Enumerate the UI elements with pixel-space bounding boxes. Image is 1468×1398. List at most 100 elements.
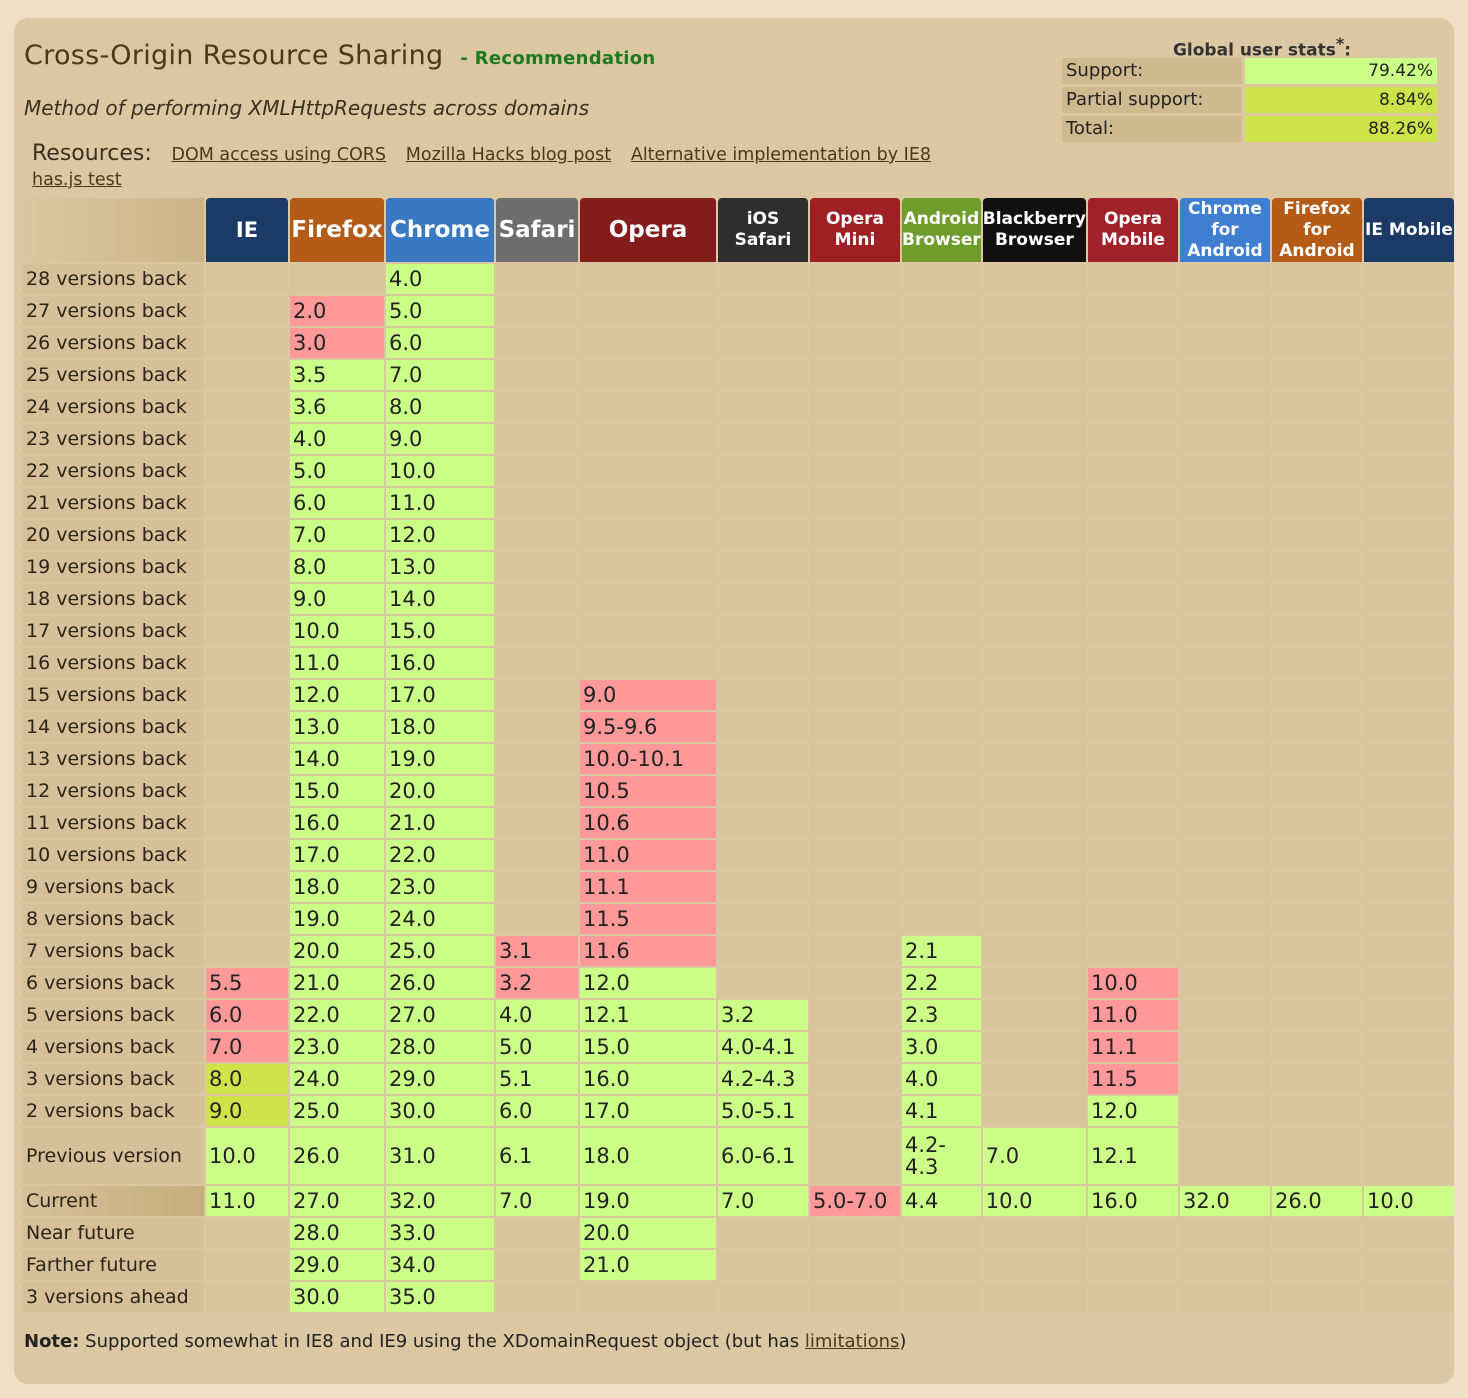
empty-cell (1179, 648, 1270, 678)
empty-cell (982, 744, 1086, 774)
empty-cell (982, 1218, 1086, 1248)
empty-cell (1363, 456, 1454, 486)
version-cell: 11.1 (1087, 1032, 1178, 1062)
empty-cell (982, 840, 1086, 870)
resource-link-mozilla-hacks[interactable]: Mozilla Hacks blog post (405, 145, 612, 165)
version-row-previous-version: Previous version 10.0 26.0 31.0 6.1 18.0 6.0-6… (22, 1128, 1454, 1184)
empty-cell (206, 808, 288, 838)
version-cell: 5.5 (206, 968, 288, 998)
empty-cell (496, 680, 578, 710)
version-row-2-versions-back: 2 versions back 9.0 25.0 30.0 6.0 17.0 5.0-5.1… (22, 1096, 1454, 1126)
empty-cell (718, 328, 808, 358)
version-cell: 4.2-4.3 (902, 1128, 981, 1184)
empty-cell (1271, 1000, 1362, 1030)
empty-cell (580, 616, 716, 646)
version-cell: 7.0 (718, 1186, 808, 1216)
empty-cell (580, 1282, 716, 1312)
empty-cell (1179, 392, 1270, 422)
empty-cell (1179, 328, 1270, 358)
empty-cell (982, 456, 1086, 486)
empty-cell (810, 680, 900, 710)
version-cell: 4.1 (902, 1096, 981, 1126)
browser-header-opera-mobile: Opera Mobile (1087, 198, 1178, 262)
empty-cell (718, 840, 808, 870)
empty-cell (902, 808, 981, 838)
browser-header-opera-mini: Opera Mini (810, 198, 900, 262)
version-cell: 5.1 (496, 1064, 578, 1094)
stats-heading: Global user stats*: (1086, 30, 1438, 61)
global-user-stats: Global user stats*: Support: 79.42% Partia… (1062, 30, 1438, 145)
empty-cell (718, 776, 808, 806)
empty-cell (902, 392, 981, 422)
version-row-9-versions-back: 9 versions back 18.0 23.0 11.1 (22, 872, 1454, 902)
empty-cell (580, 392, 716, 422)
empty-cell (1271, 680, 1362, 710)
empty-cell (206, 552, 288, 582)
version-cell: 28.0 (386, 1032, 494, 1062)
stat-label: Support: (1062, 58, 1242, 84)
empty-cell (1179, 840, 1270, 870)
version-cell: 22.0 (290, 1000, 384, 1030)
version-cell: 12.0 (580, 968, 716, 998)
empty-cell (1363, 1282, 1454, 1312)
empty-cell (1087, 840, 1178, 870)
version-cell: 20.0 (290, 936, 384, 966)
stats-heading-text: Global user stats (1172, 40, 1336, 61)
version-cell: 12.0 (386, 520, 494, 550)
version-cell: 7.0 (290, 520, 384, 550)
empty-cell (810, 1128, 900, 1184)
empty-cell (1271, 1064, 1362, 1094)
version-cell: 14.0 (386, 584, 494, 614)
version-row-13-versions-back: 13 versions back 14.0 19.0 10.0-10.1 (22, 744, 1454, 774)
resource-link-ie8-alternative[interactable]: Alternative implementation by IE8 (630, 145, 932, 165)
empty-cell (1271, 1128, 1362, 1184)
empty-cell (1271, 808, 1362, 838)
empty-cell (810, 776, 900, 806)
empty-cell (982, 424, 1086, 454)
version-cell: 7.0 (206, 1032, 288, 1062)
version-cell: 11.6 (580, 936, 716, 966)
empty-cell (810, 392, 900, 422)
empty-cell (580, 456, 716, 486)
resource-link-hasjs-test[interactable]: has.js test (32, 170, 122, 190)
empty-cell (496, 1282, 578, 1312)
empty-cell (810, 1032, 900, 1062)
row-label: 15 versions back (22, 680, 204, 710)
empty-cell (718, 680, 808, 710)
version-cell: 11.0 (206, 1186, 288, 1216)
version-cell: 24.0 (290, 1064, 384, 1094)
empty-cell (1363, 712, 1454, 742)
empty-cell (718, 712, 808, 742)
empty-cell (1363, 520, 1454, 550)
version-cell: 8.0 (386, 392, 494, 422)
resource-link-dom-cors[interactable]: DOM access using CORS (171, 145, 387, 165)
empty-cell (1363, 744, 1454, 774)
empty-cell (1363, 360, 1454, 390)
version-cell: 30.0 (290, 1282, 384, 1312)
empty-cell (1271, 264, 1362, 294)
version-cell: 10.5 (580, 776, 716, 806)
row-label: 27 versions back (22, 296, 204, 326)
version-cell: 3.2 (496, 968, 578, 998)
version-cell: 11.1 (580, 872, 716, 902)
empty-cell (902, 872, 981, 902)
empty-cell (982, 296, 1086, 326)
empty-cell (1363, 968, 1454, 998)
empty-cell (718, 296, 808, 326)
empty-cell (902, 264, 981, 294)
row-label: 3 versions back (22, 1064, 204, 1094)
empty-cell (902, 776, 981, 806)
version-row-3-versions-back: 3 versions back 8.0 24.0 29.0 5.1 16.0 4.2-4.3… (22, 1064, 1454, 1094)
browser-header-ie: IE (206, 198, 288, 262)
version-cell: 5.0 (386, 296, 494, 326)
version-cell: 9.0 (206, 1096, 288, 1126)
version-cell: 7.0 (386, 360, 494, 390)
note-limitations-link[interactable]: limitations (804, 1331, 900, 1352)
empty-cell (718, 904, 808, 934)
empty-cell (1087, 808, 1178, 838)
version-row-23-versions-back: 23 versions back 4.0 9.0 (22, 424, 1454, 454)
empty-cell (206, 904, 288, 934)
version-cell: 10.0 (982, 1186, 1086, 1216)
empty-cell (810, 968, 900, 998)
empty-cell (1271, 648, 1362, 678)
